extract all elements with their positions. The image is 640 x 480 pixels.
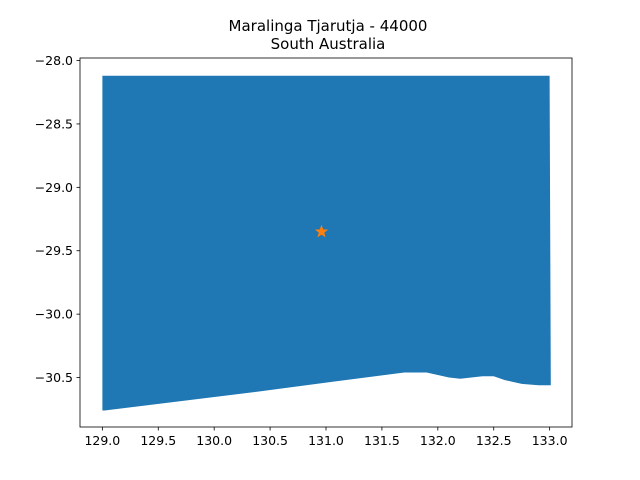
y-tick-label: −29.5 bbox=[35, 243, 73, 258]
x-tick-label: 130.0 bbox=[196, 433, 232, 448]
x-tick-label: 130.5 bbox=[252, 433, 288, 448]
x-axis: 129.0 129.5 130.0 130.5 131.0 131.5 132.0 132.5… bbox=[84, 427, 568, 448]
region-polygon bbox=[102, 75, 551, 411]
x-tick-label: 129.5 bbox=[140, 433, 176, 448]
plot-area bbox=[79, 57, 573, 428]
x-tick-label: 131.0 bbox=[308, 433, 344, 448]
location-marker bbox=[314, 224, 329, 238]
x-tick-label: 132.5 bbox=[476, 433, 512, 448]
x-tick-label: 131.5 bbox=[364, 433, 400, 448]
y-tick-label: −30.0 bbox=[35, 307, 73, 322]
map-title-line2: South Australia bbox=[271, 35, 386, 53]
star-icon bbox=[314, 224, 329, 238]
y-tick-label: −30.5 bbox=[35, 370, 73, 385]
y-axis: −28.0 −28.5 −29.0 −29.5 −30.0 −30.5 bbox=[35, 53, 80, 385]
x-tick-label: 133.0 bbox=[532, 433, 568, 448]
y-tick-label: −28.0 bbox=[35, 53, 73, 68]
x-tick-label: 129.0 bbox=[84, 433, 120, 448]
y-tick-label: −29.0 bbox=[35, 180, 73, 195]
map-title-line1: Maralinga Tjarutja - 44000 bbox=[229, 17, 428, 35]
y-tick-label: −28.5 bbox=[35, 116, 73, 131]
x-tick-label: 132.0 bbox=[420, 433, 456, 448]
